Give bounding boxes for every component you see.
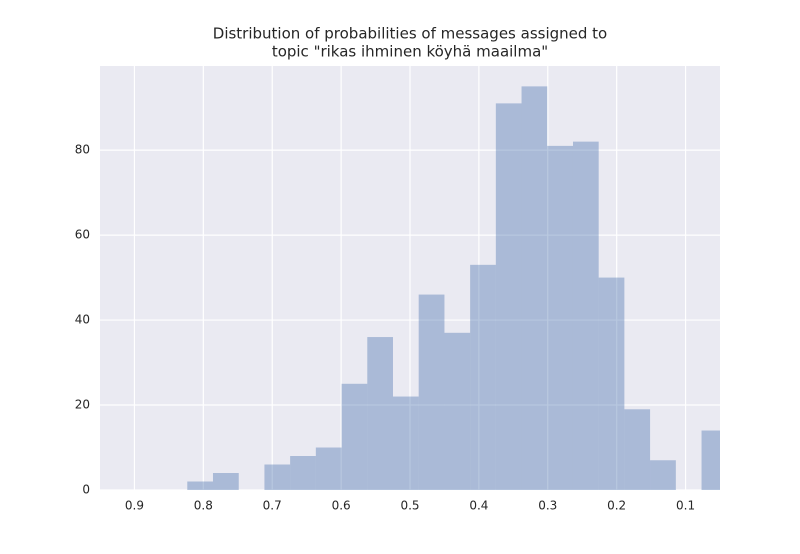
y-tick-label: 40 bbox=[75, 313, 90, 327]
y-tick-label: 60 bbox=[75, 228, 90, 242]
bar bbox=[212, 473, 239, 490]
x-tick-label: 0.8 bbox=[194, 499, 213, 513]
bar bbox=[187, 481, 213, 490]
bar bbox=[624, 409, 651, 490]
grid bbox=[100, 66, 720, 491]
x-tick-label: 0.7 bbox=[263, 499, 282, 513]
y-tick-label: 20 bbox=[75, 398, 90, 412]
bar bbox=[470, 264, 496, 490]
y-tick-label: 80 bbox=[75, 143, 90, 157]
chart-title: topic "rikas ihminen köyhä maailma" bbox=[272, 43, 548, 61]
y-tick-label: 0 bbox=[82, 483, 90, 497]
bar bbox=[264, 464, 291, 490]
bar bbox=[598, 277, 625, 490]
tick-labels: 0 20 40 60 80 0.9 0.8 0.7 0.6 0.5 0.4 0.3 0.2 0.1 bbox=[75, 143, 695, 513]
bar bbox=[495, 103, 522, 490]
chart-title: Distribution of probabilities of message… bbox=[213, 25, 607, 43]
x-tick-label: 0.4 bbox=[469, 499, 488, 513]
bar bbox=[701, 430, 720, 490]
x-tick-label: 0.1 bbox=[676, 499, 695, 513]
x-tick-label: 0.3 bbox=[538, 499, 557, 513]
bar bbox=[341, 383, 368, 490]
bar bbox=[290, 456, 316, 490]
x-tick-label: 0.9 bbox=[125, 499, 144, 513]
x-tick-label: 0.6 bbox=[332, 499, 351, 513]
x-tick-label: 0.2 bbox=[607, 499, 626, 513]
bars bbox=[187, 86, 720, 490]
bar bbox=[521, 86, 548, 490]
bar bbox=[418, 294, 445, 490]
bar bbox=[367, 337, 393, 490]
bar bbox=[392, 396, 419, 490]
bar bbox=[650, 460, 676, 490]
bar bbox=[547, 145, 573, 490]
x-tick-label: 0.5 bbox=[400, 499, 419, 513]
bar bbox=[572, 141, 599, 490]
bar bbox=[315, 447, 342, 490]
bar bbox=[444, 332, 471, 490]
